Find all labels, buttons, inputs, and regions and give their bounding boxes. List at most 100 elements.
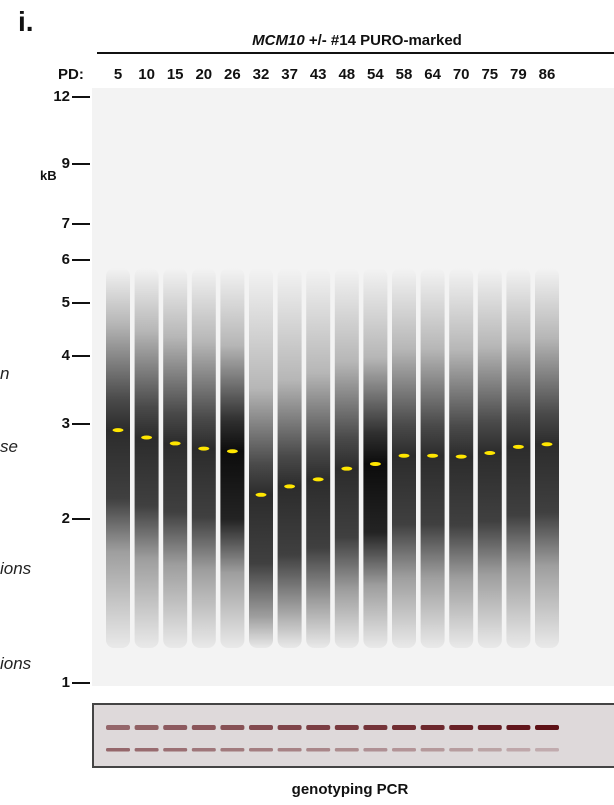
gel-lane xyxy=(191,268,216,648)
pcr-band-lower xyxy=(363,748,388,752)
pcr-band-lower xyxy=(163,748,188,752)
marker-label: 6 xyxy=(61,251,70,269)
gel-lane xyxy=(363,268,388,648)
pcr-band-lower xyxy=(506,748,531,752)
mean-length-marker xyxy=(455,454,467,459)
gel-lane xyxy=(249,268,273,648)
pcr-band-upper xyxy=(392,725,416,730)
gel-lane xyxy=(277,268,302,648)
marker-label: 3 xyxy=(61,414,70,432)
pcr-band-upper xyxy=(191,725,216,730)
marker-tick xyxy=(72,422,90,425)
pcr-label: genotyping PCR xyxy=(291,781,409,798)
pcr-band-upper xyxy=(535,725,559,730)
panel-letter: i. xyxy=(18,6,34,37)
marker-label: 12 xyxy=(53,87,70,105)
pcr-band-lower xyxy=(392,748,416,752)
pd-value: 15 xyxy=(166,66,184,83)
mean-length-marker xyxy=(198,446,210,451)
marker-tick xyxy=(72,302,90,305)
pcr-band-upper xyxy=(306,725,331,730)
gel-title: MCM10 +/- #14 PURO-marked xyxy=(100,32,614,49)
pd-label: PD: xyxy=(58,66,84,83)
pd-value: 43 xyxy=(309,66,327,83)
mean-length-marker xyxy=(484,451,496,456)
marker-tick xyxy=(72,354,90,357)
mean-length-marker xyxy=(255,492,267,497)
pcr-band-lower xyxy=(134,748,159,752)
pcr-band-upper xyxy=(163,725,188,730)
pd-value: 48 xyxy=(338,66,356,83)
pcr-band-upper xyxy=(420,725,445,730)
gel-lane xyxy=(334,268,359,648)
side-note-4: ions xyxy=(0,654,32,673)
title-underline xyxy=(97,52,614,54)
pd-value: 70 xyxy=(452,66,470,83)
gel-lane xyxy=(106,268,130,648)
side-note-3: ions xyxy=(0,559,32,578)
gel-lane xyxy=(506,268,531,648)
pcr-band-lower xyxy=(477,748,502,752)
side-note-1: n xyxy=(0,364,10,383)
pd-value: 26 xyxy=(224,66,241,83)
title-rest: +/- #14 PURO-marked xyxy=(304,32,462,49)
pcr-band-upper xyxy=(477,725,502,730)
pcr-band-upper xyxy=(106,725,130,730)
pcr-band-lower xyxy=(306,748,331,752)
pcr-band-upper xyxy=(449,725,474,730)
mean-length-marker xyxy=(512,444,524,449)
side-note-2: se xyxy=(0,437,18,456)
pd-value: 10 xyxy=(138,66,155,83)
pd-value: 75 xyxy=(481,66,499,83)
marker-label: 4 xyxy=(61,346,70,364)
pd-value: 20 xyxy=(195,66,213,83)
gene-name: MCM10 xyxy=(252,32,305,49)
mean-length-marker xyxy=(112,428,124,433)
marker-label: 9 xyxy=(61,155,70,173)
pd-value: 32 xyxy=(252,66,270,83)
pcr-band-lower xyxy=(220,748,245,752)
marker-tick xyxy=(72,259,90,262)
pd-value: 58 xyxy=(395,66,413,83)
gel-lane xyxy=(134,268,159,648)
pcr-band-lower xyxy=(106,748,130,752)
pcr-band-upper xyxy=(249,725,273,730)
gel-lane xyxy=(535,268,559,648)
southern-blot-gel xyxy=(92,88,614,686)
pcr-band-lower xyxy=(535,748,559,752)
gel-image xyxy=(106,268,559,648)
marker-tick xyxy=(72,222,90,225)
pcr-band-upper xyxy=(506,725,531,730)
pd-value: 64 xyxy=(424,66,441,83)
pd-value: 86 xyxy=(538,66,556,83)
gel-lane xyxy=(392,268,416,648)
pcr-band-upper xyxy=(334,725,359,730)
pcr-band-lower xyxy=(334,748,359,752)
marker-label: 1 xyxy=(61,674,70,691)
pcr-band-upper xyxy=(220,725,245,730)
pcr-band-lower xyxy=(191,748,216,752)
pcr-band-upper xyxy=(363,725,388,730)
pd-value: 54 xyxy=(367,66,384,83)
mean-length-marker xyxy=(226,449,238,454)
mean-length-marker xyxy=(284,484,296,489)
pd-value: 5 xyxy=(113,66,123,83)
gel-lane xyxy=(420,268,445,648)
genotyping-pcr-gel xyxy=(92,703,614,768)
pcr-band-upper xyxy=(134,725,159,730)
pcr-band-lower xyxy=(249,748,273,752)
marker-label: 5 xyxy=(61,294,70,312)
pcr-band-upper xyxy=(277,725,302,730)
pcr-band-lower xyxy=(449,748,474,752)
pd-value: 79 xyxy=(510,66,527,83)
marker-tick xyxy=(72,518,90,521)
gel-lane xyxy=(163,268,188,648)
mean-length-marker xyxy=(169,441,181,446)
mean-length-marker xyxy=(427,453,439,458)
mean-length-marker xyxy=(541,442,553,447)
mean-length-marker xyxy=(312,477,324,482)
pcr-gel-image xyxy=(106,725,559,752)
pcr-band-lower xyxy=(277,748,302,752)
gel-lane xyxy=(220,268,245,648)
marker-tick xyxy=(72,95,90,98)
